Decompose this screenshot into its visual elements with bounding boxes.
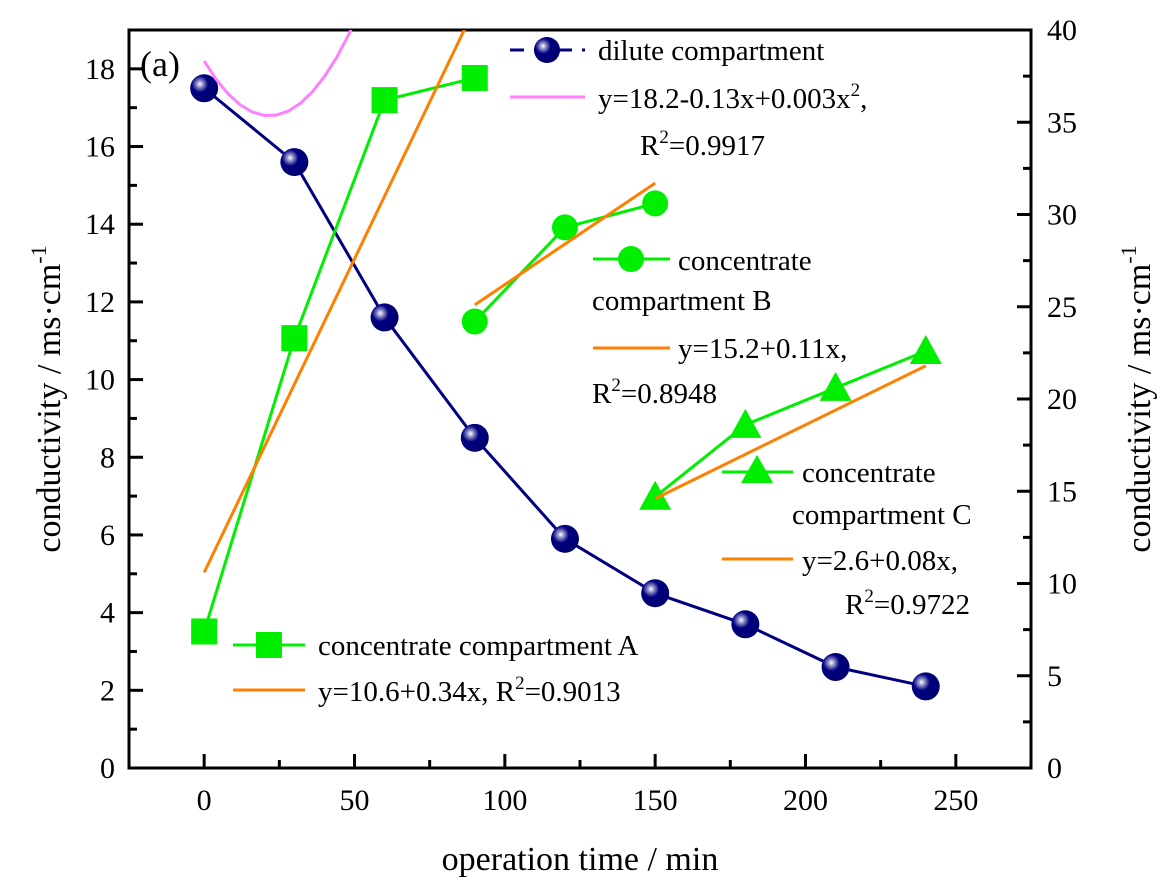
data-point-a bbox=[191, 618, 218, 645]
fit-line-1 bbox=[202, 30, 466, 574]
y-right-tick-label: 35 bbox=[1047, 106, 1077, 139]
legend-b-eq: y=15.2+0.11x, bbox=[678, 333, 847, 365]
svg-text:conductivity / ms·cm-1: conductivity / ms·cm-1 bbox=[26, 245, 68, 552]
y-left-tick-label: 10 bbox=[85, 364, 115, 397]
svg-text:concentrate compartment A: concentrate compartment A bbox=[318, 630, 639, 662]
svg-text:concentrate: concentrate bbox=[802, 457, 936, 489]
data-point-dilute bbox=[731, 610, 760, 639]
data-point-c bbox=[909, 335, 942, 365]
x-tick-label: 50 bbox=[340, 784, 370, 817]
y-left-tick-label: 2 bbox=[100, 674, 115, 707]
legend-b-r2: =0.8948 bbox=[621, 378, 717, 410]
legend-a-r2: =0.9013 bbox=[525, 676, 621, 708]
x-tick-label: 150 bbox=[633, 784, 678, 817]
legend-triangle-marker bbox=[741, 455, 773, 483]
y-left-tick-label: 8 bbox=[100, 441, 115, 474]
y-right-tick-label: 30 bbox=[1047, 199, 1077, 232]
legend-dilute: dilute compartment y=18.2-0.13x+0.003x2,… bbox=[510, 35, 867, 162]
x-tick-label: 100 bbox=[482, 784, 527, 817]
legend-dilute-eq: y=18.2-0.13x+0.003x bbox=[598, 83, 851, 115]
legend-c-r2: =0.9722 bbox=[874, 589, 970, 621]
legend-sphere-marker bbox=[534, 37, 560, 63]
fit-line-2 bbox=[473, 181, 657, 307]
fit-line-3 bbox=[654, 364, 927, 500]
data-point-dilute bbox=[821, 653, 850, 682]
series-line-1 bbox=[202, 76, 476, 632]
svg-text:y=10.6+0.34x, R2=0.9013: y=10.6+0.34x, R2=0.9013 bbox=[318, 673, 621, 708]
y-left-title-sup: -1 bbox=[26, 245, 51, 263]
series-line-0 bbox=[203, 87, 927, 688]
y-right-tick-label: 20 bbox=[1047, 383, 1077, 416]
y-left-tick-label: 0 bbox=[100, 752, 115, 785]
svg-text:R2=0.8948: R2=0.8948 bbox=[592, 375, 717, 410]
x-axis-title: operation time / min bbox=[442, 841, 719, 878]
y-right-title-text: conductivity / ms·cm bbox=[1121, 264, 1158, 553]
legend-a-eq: y=10.6+0.34x, R bbox=[318, 676, 516, 708]
legend-square-marker bbox=[256, 632, 282, 658]
data-point-a bbox=[371, 87, 398, 114]
data-series bbox=[190, 64, 942, 701]
y-left-axis-title: conductivity / ms·cm-1 bbox=[26, 245, 68, 552]
x-axis: 0 50 100 150 200 250 bbox=[127, 754, 978, 817]
data-point-c bbox=[729, 408, 762, 438]
y-right-title-sup: -1 bbox=[1116, 245, 1141, 263]
y-left-tick-label: 6 bbox=[100, 519, 115, 552]
y-right-tick-label: 40 bbox=[1047, 14, 1077, 47]
y-left-tick-label: 18 bbox=[85, 53, 115, 86]
legend-a: concentrate compartment A y=10.6+0.34x, … bbox=[233, 630, 639, 708]
svg-text:concentrate: concentrate bbox=[678, 245, 812, 277]
y-right-tick-label: 10 bbox=[1047, 568, 1077, 601]
data-point-dilute bbox=[641, 579, 670, 608]
legend-b: concentrate compartment B y=15.2+0.11x, … bbox=[592, 245, 847, 410]
x-tick-label: 250 bbox=[933, 784, 978, 817]
y-right-tick-label: 0 bbox=[1047, 752, 1062, 785]
x-tick-label: 200 bbox=[783, 784, 828, 817]
legend-dilute-r2: =0.9917 bbox=[669, 130, 765, 162]
y-axis-right: 0 5 10 15 20 25 30 35 40 bbox=[1017, 14, 1077, 785]
svg-text:compartment C: compartment C bbox=[792, 499, 972, 531]
y-right-tick-label: 5 bbox=[1047, 660, 1062, 693]
panel-label: (a) bbox=[140, 44, 180, 84]
y-left-tick-label: 14 bbox=[85, 208, 115, 241]
y-left-title-text: conductivity / ms·cm bbox=[31, 264, 68, 553]
legend-circle-marker bbox=[618, 246, 644, 272]
y-left-tick-label: 16 bbox=[85, 131, 115, 164]
data-point-dilute bbox=[460, 423, 489, 452]
y-axis-left: 0 2 4 6 8 10 12 14 16 18 bbox=[85, 28, 143, 785]
y-left-tick-label: 12 bbox=[85, 286, 115, 319]
data-point-dilute bbox=[370, 303, 399, 332]
data-point-b bbox=[551, 214, 578, 241]
data-point-b bbox=[642, 190, 669, 217]
x-tick-label: 0 bbox=[197, 784, 212, 817]
y-left-tick-label: 4 bbox=[100, 597, 115, 630]
data-point-c bbox=[639, 480, 672, 510]
data-point-dilute bbox=[280, 148, 309, 177]
data-point-dilute bbox=[190, 74, 219, 103]
data-point-c bbox=[819, 371, 852, 401]
y-right-tick-label: 15 bbox=[1047, 475, 1077, 508]
legend-c: concentrate compartment C y=2.6+0.08x, R… bbox=[722, 455, 972, 621]
y-right-tick-label: 25 bbox=[1047, 291, 1077, 324]
legend-dilute-label: dilute compartment bbox=[598, 35, 824, 67]
fit-lines bbox=[202, 30, 927, 574]
y-right-axis-title: conductivity / ms·cm-1 bbox=[1116, 245, 1158, 552]
data-point-a bbox=[281, 325, 308, 352]
svg-text:y=18.2-0.13x+0.003x2,: y=18.2-0.13x+0.003x2, bbox=[598, 80, 867, 115]
data-point-dilute bbox=[911, 672, 940, 701]
svg-text:R2=0.9722: R2=0.9722 bbox=[845, 586, 970, 621]
svg-text:R2=0.9917: R2=0.9917 bbox=[640, 127, 765, 162]
fit-line-0 bbox=[202, 30, 353, 118]
svg-text:compartment B: compartment B bbox=[592, 285, 772, 317]
data-point-a bbox=[461, 64, 488, 91]
legend-c-eq: y=2.6+0.08x, bbox=[802, 545, 958, 577]
svg-text:conductivity / ms·cm-1: conductivity / ms·cm-1 bbox=[1116, 245, 1158, 552]
data-point-b bbox=[461, 308, 488, 335]
data-point-dilute bbox=[550, 524, 579, 553]
series-line-3 bbox=[654, 349, 927, 498]
